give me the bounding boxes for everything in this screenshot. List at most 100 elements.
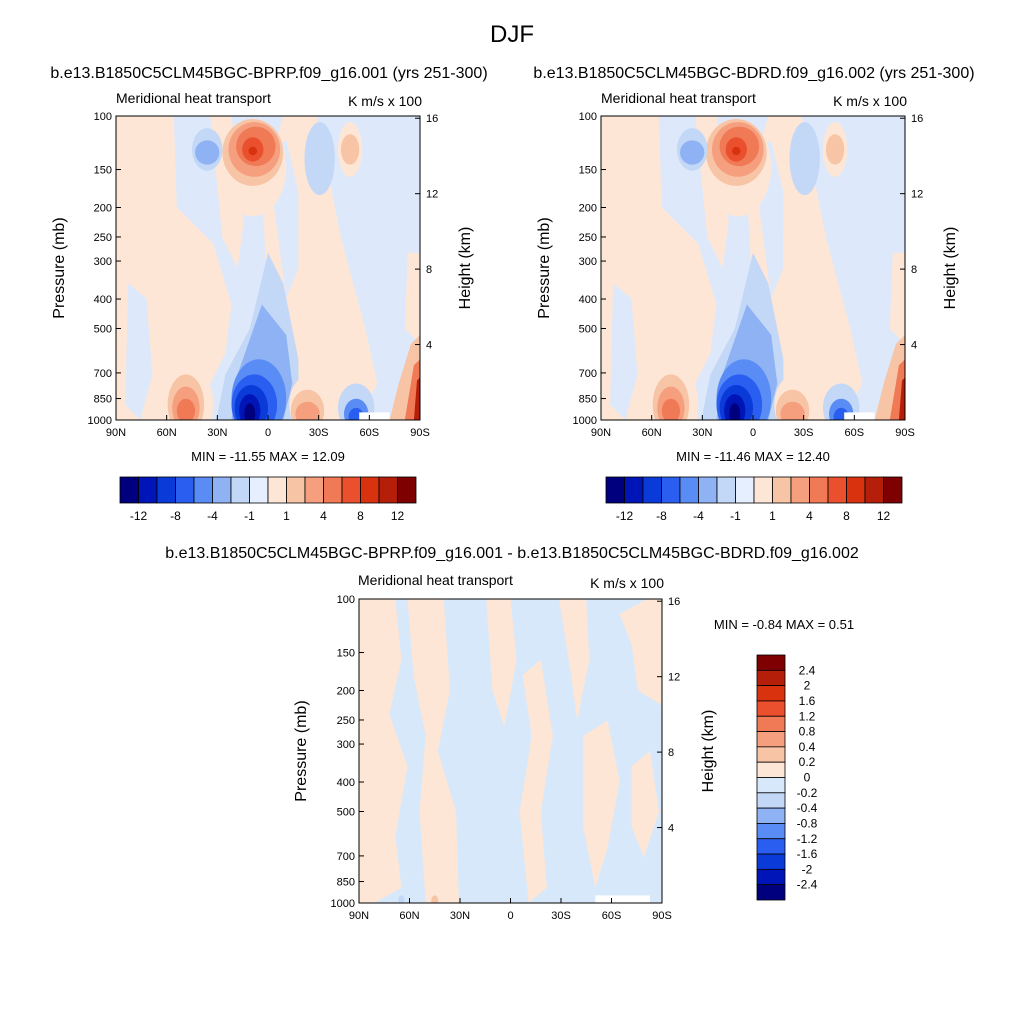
colorbar-swatch: [642, 476, 662, 504]
height-tick-label: 4: [426, 340, 432, 352]
pressure-tick-label: 500: [579, 323, 597, 335]
latitude-tick-label: 60S: [602, 910, 622, 922]
height-tick-label: 8: [426, 264, 432, 276]
panel-1-colorbar: -12 -8 -4 -1 1 4 8 12: [119, 476, 417, 523]
colorbar-swatch: [756, 868, 786, 886]
negative-min-contour: [729, 403, 741, 420]
panel-1-units-label: K m/s x 100: [348, 93, 422, 109]
colorbar-label: 1: [769, 509, 776, 523]
colorbar-swatch: [756, 838, 786, 855]
colorbar-label: 1.6: [799, 694, 816, 708]
negative-min-contour: [244, 403, 256, 420]
colorbar-label: -8: [170, 509, 181, 523]
topography-mask: [844, 412, 875, 420]
colorbar-swatch: [212, 476, 232, 504]
positive-region: [559, 599, 590, 721]
latitude-tick-label: 90N: [106, 427, 126, 439]
positive-region: [619, 599, 662, 706]
panel-2: b.e13.B1850C5CLM45BGC-BDRD.f09_g16.002 (…: [533, 65, 974, 523]
latitude-tick-label: 90S: [410, 427, 430, 439]
colorbar-swatch: [716, 476, 736, 504]
pressure-tick-label: 300: [94, 256, 112, 268]
colorbar-swatch: [756, 777, 786, 794]
colorbar-label: -1: [730, 509, 741, 523]
colorbar-label: 2.4: [799, 663, 816, 677]
latitude-tick-label: 0: [265, 427, 271, 439]
panel-2-title: b.e13.B1850C5CLM45BGC-BDRD.f09_g16.002 (…: [533, 65, 974, 82]
panel-1-pressure-axis: 100 150 200 250 300 400 500 700 850 1000: [88, 111, 121, 427]
height-tick-label: 8: [911, 264, 917, 276]
pressure-tick-label: 250: [579, 232, 597, 244]
colorbar-swatch: [605, 476, 625, 504]
positive-region: [519, 659, 553, 903]
pressure-tick-label: 200: [579, 203, 597, 215]
latitude-tick-label: 90N: [591, 427, 611, 439]
pressure-tick-label: 1000: [573, 415, 597, 427]
panel-3-pressure-axis: 100 150 200 250 300 400 500 700 850 1000: [331, 594, 364, 910]
colorbar-swatch: [756, 654, 786, 671]
pressure-tick-label: 1000: [88, 415, 112, 427]
positive-region: [359, 599, 408, 903]
colorbar-swatch: [249, 476, 269, 504]
positive-contour: [176, 398, 196, 420]
negative-contour: [398, 895, 405, 903]
contour-fill: [601, 116, 905, 420]
latitude-tick-label: 30S: [794, 427, 814, 439]
colorbar-label: -1: [244, 509, 255, 523]
height-tick-label: 16: [911, 113, 923, 125]
colorbar-label: -2: [802, 862, 813, 876]
latitude-tick-label: 60S: [360, 427, 380, 439]
colorbar-label: 12: [877, 509, 891, 523]
positive-region: [404, 252, 420, 344]
colorbar-swatch: [138, 476, 158, 504]
colorbar-swatch: [827, 476, 847, 504]
latitude-tick-label: 90S: [895, 427, 915, 439]
colorbar-label: -4: [207, 509, 218, 523]
panel-3-title: b.e13.B1850C5CLM45BGC-BPRP.f09_g16.001 -…: [165, 545, 859, 562]
colorbar-swatch: [756, 761, 786, 778]
pressure-tick-label: 250: [94, 232, 112, 244]
latitude-tick-label: 60S: [845, 427, 865, 439]
negative-contour: [789, 122, 820, 196]
pressure-tick-label: 400: [337, 777, 355, 789]
colorbar-swatch: [883, 476, 903, 504]
colorbar-swatch: [756, 700, 786, 717]
panel-1-latitude-axis: 90N 60N 30N 0 30S 60S 90S: [106, 415, 430, 439]
panel-2-field: [601, 116, 905, 420]
panel-3-field: [359, 599, 662, 903]
panel-2-stats: MIN = -11.46 MAX = 12.40: [676, 449, 830, 464]
colorbar-swatch: [341, 476, 361, 504]
contour-fill: [359, 599, 662, 903]
height-tick-label: 16: [426, 113, 438, 125]
colorbar-label: 4: [806, 509, 813, 523]
colorbar-swatch: [756, 792, 786, 809]
colorbar-label: 1: [283, 509, 290, 523]
positive-region: [631, 751, 659, 858]
pressure-tick-label: 700: [337, 851, 355, 863]
colorbar-swatch: [661, 476, 681, 504]
colorbar-swatch: [756, 715, 786, 732]
colorbar-swatch: [735, 476, 755, 504]
positive-region: [583, 720, 620, 888]
colorbar-swatch: [624, 476, 644, 504]
positive-contour: [413, 377, 420, 420]
colorbar-label: 2: [804, 679, 811, 693]
panel-3-y2label: Height (km): [700, 710, 717, 793]
panel-3-ylabel: Pressure (mb): [293, 700, 310, 801]
colorbar-label: 12: [391, 509, 405, 523]
negative-contour: [304, 122, 335, 196]
panel-3-units-label: K m/s x 100: [590, 575, 664, 591]
positive-contour: [661, 398, 681, 420]
colorbar-swatch: [323, 476, 343, 504]
panel-1: b.e13.B1850C5CLM45BGC-BPRP.f09_g16.001 (…: [50, 65, 487, 523]
colorbar-label: 0.2: [799, 755, 816, 769]
panel-3-difference: b.e13.B1850C5CLM45BGC-BPRP.f09_g16.001 -…: [165, 545, 859, 922]
pressure-tick-label: 200: [337, 686, 355, 698]
panel-2-latitude-axis: 90N 60N 30N 0 30S 60S 90S: [591, 415, 915, 439]
colorbar-swatch: [304, 476, 324, 504]
colorbar-swatch: [230, 476, 250, 504]
height-tick-label: 12: [668, 672, 680, 684]
colorbar-swatch: [175, 476, 195, 504]
